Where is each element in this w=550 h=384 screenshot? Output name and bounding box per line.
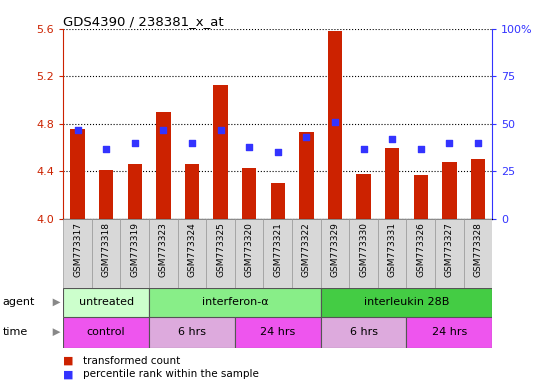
Bar: [299, 132, 314, 219]
Point: [302, 134, 311, 140]
Bar: [235, 219, 263, 288]
Point: [474, 140, 482, 146]
Text: GDS4390 / 238381_x_at: GDS4390 / 238381_x_at: [63, 15, 224, 28]
Text: interleukin 28B: interleukin 28B: [364, 297, 449, 308]
Text: interferon-α: interferon-α: [201, 297, 268, 308]
Bar: [149, 219, 178, 288]
Bar: [120, 219, 149, 288]
Bar: [63, 317, 149, 348]
Bar: [414, 175, 428, 219]
Text: ■: ■: [63, 369, 74, 379]
Text: GSM773327: GSM773327: [445, 222, 454, 277]
Text: time: time: [3, 327, 28, 337]
Text: control: control: [87, 327, 125, 337]
Bar: [471, 159, 485, 219]
Bar: [156, 112, 170, 219]
Text: GSM773318: GSM773318: [102, 222, 111, 277]
Bar: [292, 219, 321, 288]
Bar: [206, 219, 235, 288]
Bar: [149, 317, 235, 348]
Point: [273, 149, 282, 156]
Bar: [213, 84, 228, 219]
Text: GSM773323: GSM773323: [159, 222, 168, 277]
Point: [188, 140, 196, 146]
Point: [331, 119, 339, 125]
Text: GSM773321: GSM773321: [273, 222, 282, 277]
Bar: [321, 288, 492, 317]
Text: GSM773324: GSM773324: [188, 222, 196, 277]
Bar: [321, 317, 406, 348]
Bar: [99, 170, 113, 219]
Bar: [378, 219, 406, 288]
Bar: [356, 174, 371, 219]
Bar: [442, 162, 456, 219]
Bar: [263, 219, 292, 288]
Text: 24 hrs: 24 hrs: [260, 327, 295, 337]
Bar: [406, 317, 492, 348]
Bar: [385, 147, 399, 219]
Point: [73, 126, 82, 132]
Text: 24 hrs: 24 hrs: [432, 327, 467, 337]
Point: [245, 144, 254, 150]
Text: GSM773331: GSM773331: [388, 222, 397, 277]
Bar: [70, 129, 85, 219]
Point: [416, 146, 425, 152]
Text: percentile rank within the sample: percentile rank within the sample: [82, 369, 258, 379]
Bar: [149, 288, 321, 317]
Bar: [92, 219, 120, 288]
Text: transformed count: transformed count: [82, 356, 180, 366]
Text: GSM773330: GSM773330: [359, 222, 368, 277]
Bar: [63, 288, 149, 317]
Bar: [63, 219, 92, 288]
Text: GSM773326: GSM773326: [416, 222, 425, 277]
Bar: [128, 164, 142, 219]
Point: [216, 126, 225, 132]
Bar: [178, 219, 206, 288]
Bar: [328, 31, 342, 219]
Point: [159, 126, 168, 132]
Bar: [406, 219, 435, 288]
Bar: [271, 183, 285, 219]
Text: GSM773322: GSM773322: [302, 222, 311, 277]
Point: [130, 140, 139, 146]
Bar: [464, 219, 492, 288]
Text: agent: agent: [3, 297, 35, 308]
Text: ■: ■: [63, 356, 74, 366]
Text: GSM773328: GSM773328: [474, 222, 482, 277]
Text: untreated: untreated: [79, 297, 134, 308]
Text: GSM773320: GSM773320: [245, 222, 254, 277]
Text: 6 hrs: 6 hrs: [350, 327, 377, 337]
Bar: [235, 317, 321, 348]
Bar: [435, 219, 464, 288]
Text: GSM773325: GSM773325: [216, 222, 225, 277]
Text: GSM773329: GSM773329: [331, 222, 339, 277]
Bar: [242, 168, 256, 219]
Bar: [321, 219, 349, 288]
Bar: [349, 219, 378, 288]
Point: [388, 136, 397, 142]
Text: 6 hrs: 6 hrs: [178, 327, 206, 337]
Point: [359, 146, 368, 152]
Point: [445, 140, 454, 146]
Point: [102, 146, 111, 152]
Text: GSM773317: GSM773317: [73, 222, 82, 277]
Text: GSM773319: GSM773319: [130, 222, 139, 277]
Bar: [185, 164, 199, 219]
